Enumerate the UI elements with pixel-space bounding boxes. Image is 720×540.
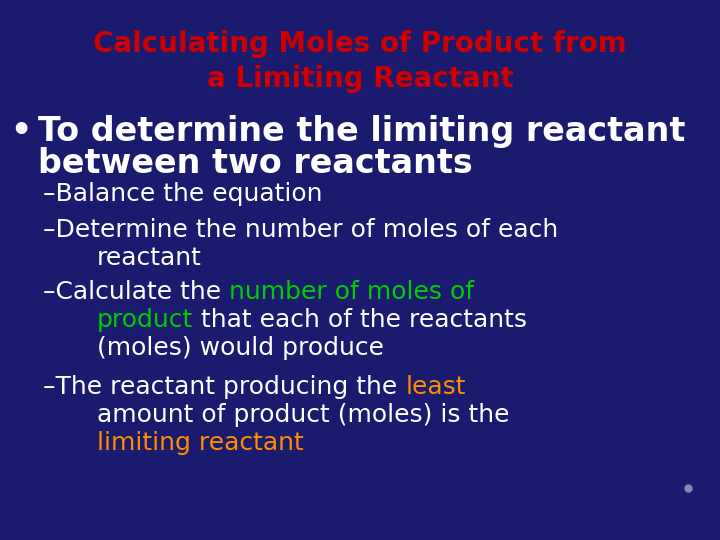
Text: that each of the reactants: that each of the reactants bbox=[194, 308, 528, 332]
Text: product: product bbox=[97, 308, 194, 332]
Text: between two reactants: between two reactants bbox=[38, 147, 473, 180]
Text: reactant: reactant bbox=[97, 246, 202, 270]
Text: (moles) would produce: (moles) would produce bbox=[97, 336, 384, 360]
Text: To determine the limiting reactant: To determine the limiting reactant bbox=[38, 115, 685, 148]
Text: •: • bbox=[10, 115, 31, 148]
Text: –Determine the number of moles of each: –Determine the number of moles of each bbox=[43, 218, 559, 242]
Text: –The reactant producing the: –The reactant producing the bbox=[43, 375, 405, 399]
Text: Calculating Moles of Product from: Calculating Moles of Product from bbox=[93, 30, 627, 58]
Text: number of moles of: number of moles of bbox=[230, 280, 474, 304]
Text: limiting reactant: limiting reactant bbox=[97, 431, 304, 455]
Text: a Limiting Reactant: a Limiting Reactant bbox=[207, 65, 513, 93]
Text: least: least bbox=[405, 375, 466, 399]
Text: –Balance the equation: –Balance the equation bbox=[43, 182, 323, 206]
Text: amount of product (moles) is the: amount of product (moles) is the bbox=[97, 403, 510, 427]
Text: –Calculate the: –Calculate the bbox=[43, 280, 230, 304]
